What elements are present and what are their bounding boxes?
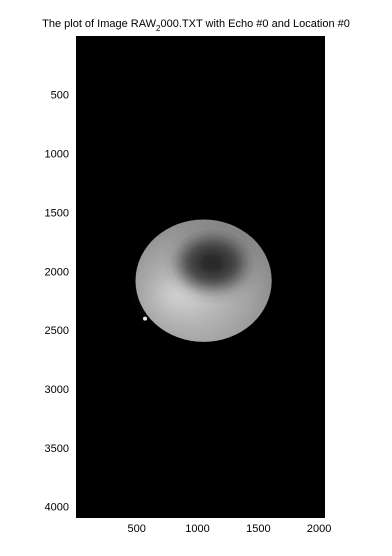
y-tick-label: 500 [51,90,69,102]
x-tick-label: 500 [128,523,146,535]
y-tick-label: 3500 [45,443,69,455]
axes-ticks [76,36,325,518]
y-tick-label: 2500 [45,325,69,337]
y-tick-label: 4000 [45,502,69,514]
object-speck [143,316,148,321]
x-tick-label: 1500 [246,523,270,535]
y-tick-label: 1000 [45,149,69,161]
x-tick-label: 2000 [307,523,331,535]
chart-title: The plot of Image RAW2000.TXT with Echo … [42,18,350,33]
image-object [135,219,272,342]
object-dark-region [169,229,255,297]
y-tick-label: 3000 [45,384,69,396]
y-tick-label: 2000 [45,266,69,278]
axes-labels: 500 1000 1500 2000 500 1000 1500 2000 2500 3000 35… [45,90,332,535]
x-tick-label: 1000 [185,523,209,535]
y-tick-label: 1500 [45,207,69,219]
